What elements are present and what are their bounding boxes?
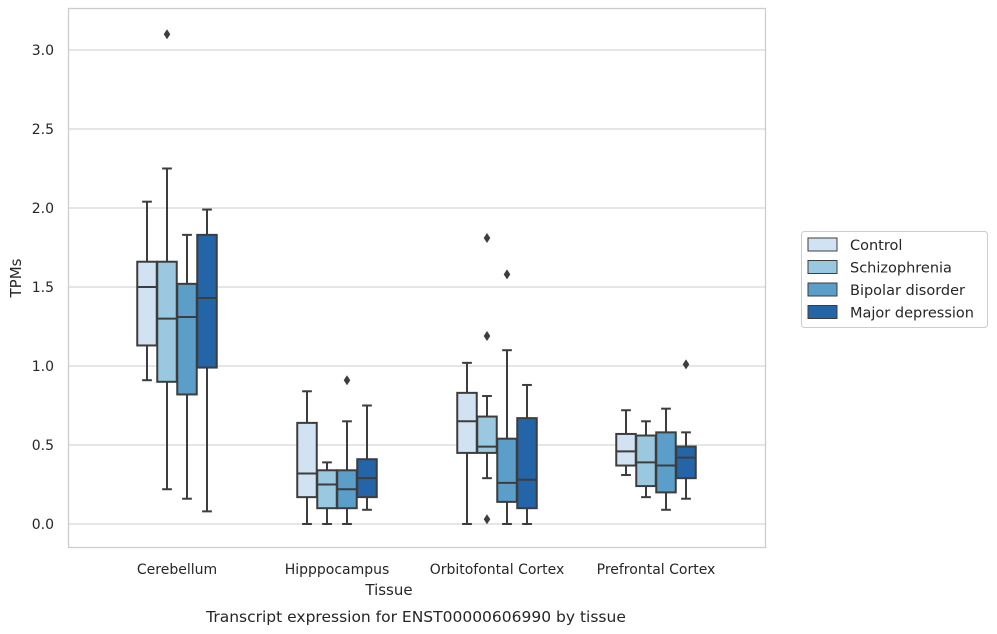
box-schizophrenia: [316, 461, 338, 525]
outlier-point: [483, 330, 491, 341]
legend-label: Major depression: [850, 306, 974, 322]
plot-frame: [67, 7, 767, 549]
box-iqr: [136, 260, 158, 347]
outlier-point: [343, 375, 351, 386]
y-tick-label: 2.5: [32, 122, 54, 138]
y-tick-label: 1.0: [32, 359, 54, 375]
box-iqr: [196, 233, 218, 369]
x-tick-label: Cerebellum: [137, 562, 217, 578]
box-bipolar-disorder: [176, 233, 198, 500]
outlier-point: [503, 269, 511, 280]
legend-label: Control: [850, 238, 902, 254]
box-schizophrenia: [635, 420, 657, 499]
box-iqr: [316, 469, 338, 510]
legend-swatch: [807, 282, 838, 297]
legend-frame: [801, 231, 988, 328]
legend-swatch: [807, 260, 838, 274]
legend: Control Schizophrenia Bipolar disorder Majo…: [801, 231, 988, 328]
box-schizophrenia: [476, 233, 498, 525]
box-major-depression: [196, 208, 218, 513]
chart-caption: Transcript expression for ENST0000060699…: [205, 608, 626, 626]
legend-swatch: [807, 237, 838, 252]
y-tick-label: 2.0: [32, 201, 54, 217]
box-iqr: [635, 434, 657, 488]
box-iqr: [655, 431, 677, 494]
box-major-depression: [356, 404, 378, 511]
x-tick-label: Prefrontal Cortex: [597, 562, 716, 578]
y-tick-labels: 0.0 0.5 1.0 1.5 2.0 2.5 3.0: [32, 43, 54, 533]
y-axis-label: TPMs: [7, 258, 25, 298]
legend-label: Bipolar disorder: [850, 283, 965, 299]
box-iqr: [456, 391, 478, 454]
x-tick-label: Hipppocampus: [285, 562, 390, 578]
y-tick-label: 1.5: [32, 280, 54, 296]
box-control: [296, 390, 318, 525]
box-iqr: [516, 417, 538, 510]
box-iqr: [476, 415, 498, 454]
legend-label: Schizophrenia: [850, 261, 952, 277]
box-iqr: [496, 437, 518, 503]
y-tick-label: 3.0: [32, 43, 54, 59]
outlier-point: [682, 359, 690, 370]
x-tick-labels: Cerebellum Hipppocampus Orbitofontal Corte…: [137, 562, 715, 578]
x-tick-label: Orbitofontal Cortex: [430, 562, 565, 578]
outlier-point: [163, 29, 171, 40]
box-bipolar-disorder: [655, 407, 677, 511]
box-iqr: [615, 432, 637, 467]
outlier-point: [483, 514, 491, 525]
box-iqr: [675, 445, 697, 480]
y-tick-label: 0.5: [32, 438, 54, 454]
y-tick-label: 0.0: [32, 517, 54, 533]
box-iqr: [296, 421, 318, 499]
outlier-point: [483, 233, 491, 244]
box-iqr: [176, 282, 198, 396]
x-axis-label: Tissue: [364, 581, 412, 599]
box-major-depression: [516, 383, 538, 525]
box-control: [136, 200, 158, 382]
box-iqr: [156, 260, 178, 383]
boxes-layer: [136, 29, 697, 525]
legend-swatch: [807, 305, 838, 319]
box-major-depression: [675, 359, 697, 500]
